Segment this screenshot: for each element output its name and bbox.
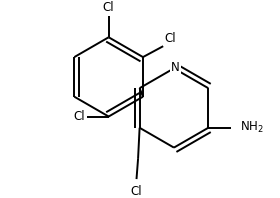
Text: Cl: Cl [164,32,176,45]
Text: Cl: Cl [131,185,142,198]
Text: Cl: Cl [103,1,115,14]
Text: NH$_2$: NH$_2$ [240,120,264,135]
Text: Cl: Cl [74,110,85,123]
Text: N: N [171,61,180,74]
